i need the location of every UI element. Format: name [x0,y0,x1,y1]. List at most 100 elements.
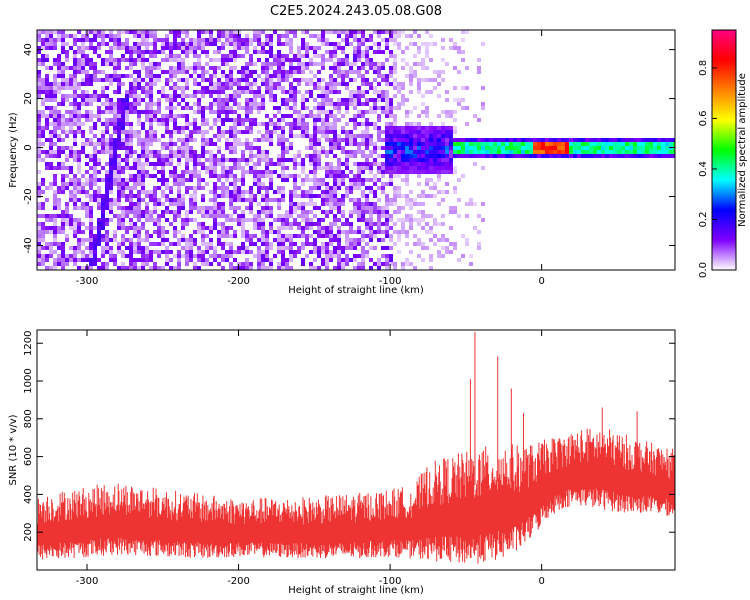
spectrogram-cell [361,130,365,134]
spectrogram-cell [113,166,117,170]
spectrogram-cell [57,262,61,266]
colorbar-frame [711,29,737,271]
spectrogram-cell [93,170,97,174]
spectrogram-cell [217,234,221,238]
spectrogram-cell [657,138,661,142]
spectrogram-cell [149,258,153,262]
spectrogram-cell [153,82,157,86]
spectrogram-cell [373,62,377,66]
spectrogram-cell [313,246,317,250]
spectrogram-cell [341,162,345,166]
spectrogram-cell [273,130,277,134]
spectrogram-cell [137,94,141,98]
spectrogram-cell [465,202,469,206]
spectrogram-cell [89,210,93,214]
spectrogram-cell [349,210,353,214]
spectrogram-cell [317,250,321,254]
spectrogram-cell [161,90,165,94]
spectrogram-cell [197,182,201,186]
spectrogram-cell [629,142,633,146]
spectrogram-cell [361,254,365,258]
spectrogram-cell [349,78,353,82]
spectrogram-cell [201,42,205,46]
spectrogram-cell [369,258,373,262]
spectrogram-cell [269,78,273,82]
spectrogram-cell [529,138,533,142]
spectrogram-cell [57,202,61,206]
spectrogram-cell [441,78,445,82]
spectrogram-cell [189,74,193,78]
spectrogram-cell [489,146,493,150]
spectrogram-cell [65,146,69,150]
spectrogram-cell [97,158,101,162]
spectrogram-cell [461,38,465,42]
spectrogram-cell [217,242,221,246]
spectrogram-cell [325,38,329,42]
spectrogram-cell [281,90,285,94]
spectrogram-cell [329,86,333,90]
spectrogram-cell [105,98,109,102]
spectrogram-cell [193,194,197,198]
spectrogram-cell [333,138,337,142]
spectrogram-cell [441,58,445,62]
spectrogram-cell [185,162,189,166]
spectrogram-cell [265,174,269,178]
spectrogram-cell [253,174,257,178]
spectrogram-cell [349,134,353,138]
spectrogram-cell [241,66,245,70]
spectrogram-cell [89,226,93,230]
spectrogram-cell [221,194,225,198]
spectrogram-cell [305,122,309,126]
spectrogram-cell [325,234,329,238]
spectrogram-cell [117,62,121,66]
spectrogram-cell [113,78,117,82]
spectrogram-cell [137,102,141,106]
snr-y-tick-label: 1000 [23,368,34,393]
spectrogram-cell [445,142,449,146]
spectrogram-cell [137,118,141,122]
spectrogram-cell [225,94,229,98]
spectrogram-cell [193,122,197,126]
spectrogram-cell [329,222,333,226]
spectrogram-cell [453,138,457,142]
spectrogram-cell [377,118,381,122]
spectrogram-cell [313,106,317,110]
spectrogram-cell [149,150,153,154]
spectrogram-cell [269,242,273,246]
spectrogram-cell [309,154,313,158]
spectrogram-cell [349,66,353,70]
spectrogram-cell [93,142,97,146]
spectrogram-cell [253,242,257,246]
spectrogram-cell [641,150,645,154]
spectrogram-cell [185,70,189,74]
spectrogram-cell [301,166,305,170]
spectrogram-cell [233,158,237,162]
spectrogram-cell [81,102,85,106]
spectrogram-cell [661,146,665,150]
spectrogram-cell [49,246,53,250]
spectrogram-x-tick-label: -200 [227,276,250,287]
spectrogram-cell [213,162,217,166]
spectrogram-cell [53,78,57,82]
spectrogram-cell [57,122,61,126]
spectrogram-cell [393,30,397,34]
spectrogram-cell [285,258,289,262]
spectrogram-cell [229,94,233,98]
spectrogram-cell [237,90,241,94]
spectrogram-cell [645,142,649,146]
spectrogram-cell [265,202,269,206]
spectrogram-cell [393,170,397,174]
spectrogram-cell [149,118,153,122]
spectrogram-cell [189,46,193,50]
spectrogram-cell [65,134,69,138]
spectrogram-cell [57,226,61,230]
spectrogram-cell [149,130,153,134]
spectrogram-cell [269,210,273,214]
spectrogram-cell [77,230,81,234]
spectrogram-cell [381,50,385,54]
spectrogram-cell [101,62,105,66]
spectrogram-cell [353,62,357,66]
spectrogram-cell [437,202,441,206]
spectrogram-cell [37,110,41,114]
spectrogram-cell [161,122,165,126]
